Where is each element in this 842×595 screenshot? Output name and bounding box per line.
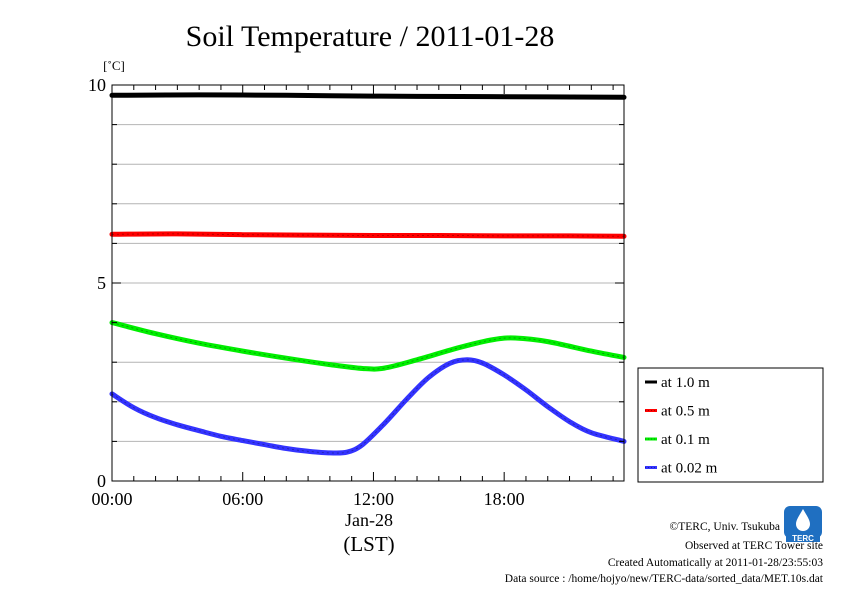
- grid-lines: [112, 124, 624, 442]
- chart-title: Soil Temperature / 2011-01-28: [186, 20, 555, 53]
- legend-label-at-0-5-m: at 0.5 m: [661, 404, 710, 420]
- x-axis-label: (LST): [343, 532, 394, 556]
- series-line-at-1-0-m: [109, 92, 627, 100]
- y-axis-unit: [˚C]: [103, 58, 125, 73]
- series-line-at-0-02-m: [109, 357, 627, 456]
- x-tick-label: 06:00: [222, 489, 263, 509]
- legend-label-at-1-0-m: at 1.0 m: [661, 375, 710, 391]
- series-lines: [109, 92, 627, 456]
- y-tick-label: 0: [97, 471, 106, 491]
- legend: at 1.0 m at 0.5 m at 0.1 m at 0.02 m: [637, 367, 824, 483]
- y-tick-label: 10: [88, 75, 106, 95]
- series-line-trace-at-0-5-m: [111, 233, 625, 237]
- legend-label-at-0-02-m: at 0.02 m: [661, 461, 718, 477]
- y-tick-label: 5: [97, 273, 106, 293]
- credit-created: Created Automatically at 2011-01-28/23:5…: [608, 557, 823, 569]
- legend-box: [637, 367, 824, 483]
- axis-ticks: 0 5 10 00:00 06:00 12:00 18:00: [88, 75, 624, 509]
- series-line-at-0-1-m: [109, 320, 627, 372]
- x-tick-label: 18:00: [484, 489, 525, 509]
- terc-logo: TERC: [784, 506, 822, 543]
- x-tick-label: 12:00: [353, 489, 394, 509]
- credit-source: Data source : /home/hojyo/new/TERC-data/…: [505, 573, 824, 585]
- series-line-trace-at-1-0-m: [111, 94, 625, 98]
- series-line-at-0-5-m: [109, 231, 627, 239]
- credit-site: Observed at TERC Tower site: [685, 540, 823, 552]
- logo-text: TERC: [792, 534, 814, 543]
- legend-label-at-0-1-m: at 0.1 m: [661, 432, 710, 448]
- x-tick-label: 00:00: [91, 489, 132, 509]
- x-date-label: Jan-28: [345, 510, 393, 530]
- credit-copyright: ©TERC, Univ. Tsukuba: [670, 521, 780, 533]
- series-line-trace-at-0-02-m: [111, 359, 625, 454]
- series-line-trace-at-0-1-m: [111, 322, 625, 370]
